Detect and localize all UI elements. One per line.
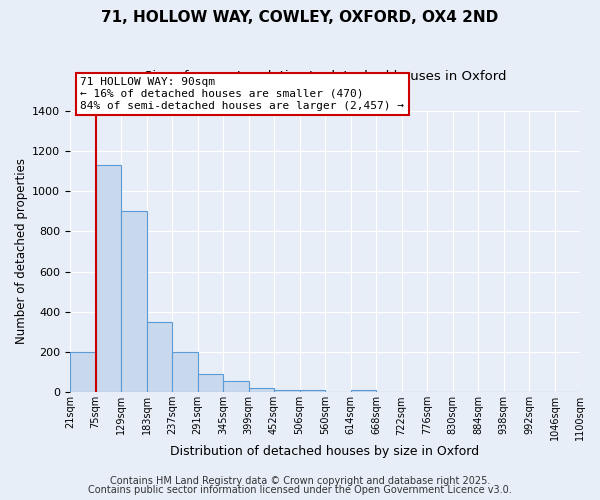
Bar <box>70 352 95 393</box>
Text: Contains public sector information licensed under the Open Government Licence v3: Contains public sector information licen… <box>88 485 512 495</box>
Text: 71 HOLLOW WAY: 90sqm
← 16% of detached houses are smaller (470)
84% of semi-deta: 71 HOLLOW WAY: 90sqm ← 16% of detached h… <box>80 78 404 110</box>
X-axis label: Distribution of detached houses by size in Oxford: Distribution of detached houses by size … <box>170 444 479 458</box>
Bar <box>95 165 121 392</box>
Y-axis label: Number of detached properties: Number of detached properties <box>15 158 28 344</box>
Bar <box>248 388 274 392</box>
Text: Contains HM Land Registry data © Crown copyright and database right 2025.: Contains HM Land Registry data © Crown c… <box>110 476 490 486</box>
Bar <box>172 352 197 393</box>
Bar <box>299 390 325 392</box>
Bar <box>274 390 299 392</box>
Bar <box>121 211 146 392</box>
Bar <box>146 322 172 392</box>
Bar <box>197 374 223 392</box>
Text: 71, HOLLOW WAY, COWLEY, OXFORD, OX4 2ND: 71, HOLLOW WAY, COWLEY, OXFORD, OX4 2ND <box>101 10 499 25</box>
Title: Size of property relative to detached houses in Oxford: Size of property relative to detached ho… <box>144 70 506 83</box>
Bar <box>223 381 248 392</box>
Bar <box>350 390 376 392</box>
